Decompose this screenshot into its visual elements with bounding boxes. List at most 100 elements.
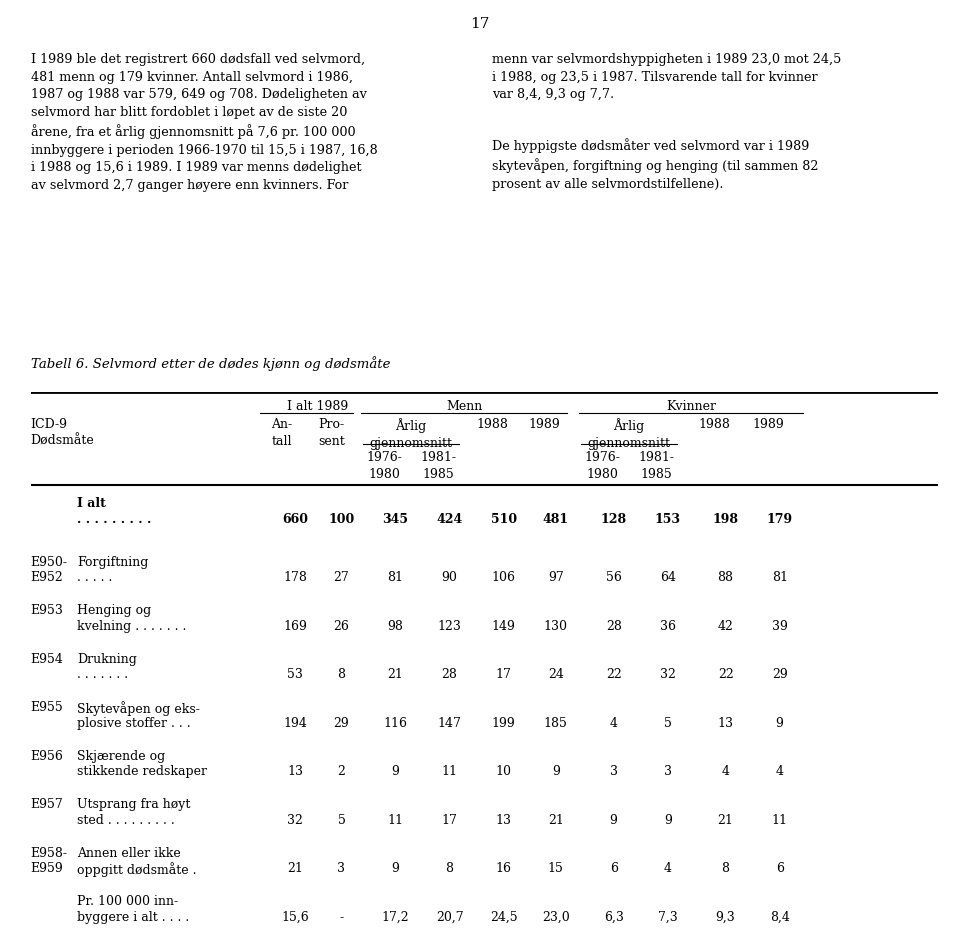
Text: oppgitt dødsmåte .: oppgitt dødsmåte . bbox=[77, 862, 197, 876]
Text: E952: E952 bbox=[31, 570, 63, 584]
Text: 24,5: 24,5 bbox=[490, 910, 517, 922]
Text: E959: E959 bbox=[31, 862, 63, 874]
Text: 16: 16 bbox=[495, 862, 512, 874]
Text: 22: 22 bbox=[606, 667, 621, 681]
Text: . . . . . . . . .: . . . . . . . . . bbox=[77, 512, 152, 526]
Text: 21: 21 bbox=[548, 813, 564, 825]
Text: 20,7: 20,7 bbox=[436, 910, 464, 922]
Text: E953: E953 bbox=[31, 604, 63, 617]
Text: 1989: 1989 bbox=[753, 417, 784, 430]
Text: 42: 42 bbox=[718, 619, 733, 632]
Text: 8,4: 8,4 bbox=[770, 910, 789, 922]
Text: sted . . . . . . . . .: sted . . . . . . . . . bbox=[77, 813, 175, 825]
Text: 8: 8 bbox=[445, 862, 453, 874]
Text: E958-: E958- bbox=[31, 845, 68, 859]
Text: E956: E956 bbox=[31, 749, 63, 762]
Text: 17: 17 bbox=[495, 667, 512, 681]
Text: 81: 81 bbox=[772, 570, 787, 584]
Text: 1988: 1988 bbox=[476, 417, 508, 430]
Text: 11: 11 bbox=[442, 764, 458, 777]
Text: stikkende redskaper: stikkende redskaper bbox=[77, 764, 207, 777]
Text: 4: 4 bbox=[663, 862, 672, 874]
Text: 53: 53 bbox=[287, 667, 303, 681]
Text: 9,3: 9,3 bbox=[716, 910, 735, 922]
Text: 481: 481 bbox=[542, 512, 569, 526]
Text: 2: 2 bbox=[338, 764, 346, 777]
Text: Utsprang fra høyt: Utsprang fra høyt bbox=[77, 797, 190, 810]
Text: 98: 98 bbox=[388, 619, 403, 632]
Text: Drukning: Drukning bbox=[77, 652, 137, 664]
Text: 3: 3 bbox=[338, 862, 346, 874]
Text: I alt: I alt bbox=[77, 497, 106, 510]
Text: 29: 29 bbox=[772, 667, 787, 681]
Text: Årlig
gjennomsnitt: Årlig gjennomsnitt bbox=[370, 417, 452, 449]
Text: 13: 13 bbox=[287, 764, 303, 777]
Text: 11: 11 bbox=[388, 813, 403, 825]
Text: 32: 32 bbox=[660, 667, 676, 681]
Text: 97: 97 bbox=[548, 570, 564, 584]
Text: 10: 10 bbox=[495, 764, 512, 777]
Text: 1976-
1980: 1976- 1980 bbox=[584, 450, 620, 481]
Text: 22: 22 bbox=[718, 667, 733, 681]
Text: 9: 9 bbox=[610, 813, 617, 825]
Text: 88: 88 bbox=[717, 570, 733, 584]
Text: De hyppigste dødsmåter ved selvmord var i 1989
skytevåpen, forgiftning og hengin: De hyppigste dødsmåter ved selvmord var … bbox=[492, 138, 819, 190]
Text: 6,3: 6,3 bbox=[604, 910, 624, 922]
Text: 5: 5 bbox=[663, 716, 672, 729]
Text: 11: 11 bbox=[772, 813, 787, 825]
Text: 153: 153 bbox=[655, 512, 681, 526]
Text: 24: 24 bbox=[548, 667, 564, 681]
Text: 198: 198 bbox=[712, 512, 738, 526]
Text: 510: 510 bbox=[491, 512, 516, 526]
Text: 90: 90 bbox=[442, 570, 458, 584]
Text: An-
tall: An- tall bbox=[271, 417, 292, 447]
Text: 21: 21 bbox=[287, 862, 303, 874]
Text: . . . . . . .: . . . . . . . bbox=[77, 667, 129, 681]
Text: ICD-9
Dødsmåte: ICD-9 Dødsmåte bbox=[31, 417, 94, 447]
Text: 8: 8 bbox=[338, 667, 346, 681]
Text: Menn: Menn bbox=[446, 400, 482, 413]
Text: 147: 147 bbox=[438, 716, 462, 729]
Text: 81: 81 bbox=[388, 570, 403, 584]
Text: Henging og: Henging og bbox=[77, 604, 152, 617]
Text: Skytevåpen og eks-: Skytevåpen og eks- bbox=[77, 701, 200, 715]
Text: Pr. 100 000 inn-: Pr. 100 000 inn- bbox=[77, 894, 179, 907]
Text: 3: 3 bbox=[610, 764, 617, 777]
Text: 36: 36 bbox=[660, 619, 676, 632]
Text: menn var selvmordshyppigheten i 1989 23,0 mot 24,5
i 1988, og 23,5 i 1987. Tilsv: menn var selvmordshyppigheten i 1989 23,… bbox=[492, 53, 842, 101]
Text: 1981-
1985: 1981- 1985 bbox=[420, 450, 456, 481]
Text: 169: 169 bbox=[283, 619, 307, 632]
Text: 100: 100 bbox=[328, 512, 354, 526]
Text: Forgiftning: Forgiftning bbox=[77, 555, 149, 568]
Text: Tabell 6. Selvmord etter de dødes kjønn og dødsmåte: Tabell 6. Selvmord etter de dødes kjønn … bbox=[31, 355, 390, 370]
Text: 4: 4 bbox=[776, 764, 783, 777]
Text: 1976-
1980: 1976- 1980 bbox=[366, 450, 402, 481]
Text: 32: 32 bbox=[287, 813, 303, 825]
Text: 9: 9 bbox=[663, 813, 672, 825]
Text: 7,3: 7,3 bbox=[658, 910, 678, 922]
Text: -: - bbox=[340, 910, 344, 922]
Text: 178: 178 bbox=[283, 570, 307, 584]
Text: 179: 179 bbox=[767, 512, 793, 526]
Text: 149: 149 bbox=[492, 619, 516, 632]
Text: E957: E957 bbox=[31, 797, 63, 810]
Text: 17,2: 17,2 bbox=[382, 910, 409, 922]
Text: 345: 345 bbox=[382, 512, 409, 526]
Text: 23,0: 23,0 bbox=[541, 910, 569, 922]
Text: 39: 39 bbox=[772, 619, 787, 632]
Text: I alt 1989: I alt 1989 bbox=[287, 400, 348, 413]
Text: 130: 130 bbox=[543, 619, 567, 632]
Text: 1988: 1988 bbox=[698, 417, 730, 430]
Text: . . . . .: . . . . . bbox=[77, 570, 112, 584]
Text: 4: 4 bbox=[722, 764, 730, 777]
Text: 9: 9 bbox=[392, 764, 399, 777]
Text: 6: 6 bbox=[610, 862, 617, 874]
Text: 116: 116 bbox=[384, 716, 408, 729]
Text: 9: 9 bbox=[776, 716, 783, 729]
Text: 28: 28 bbox=[606, 619, 621, 632]
Text: Annen eller ikke: Annen eller ikke bbox=[77, 845, 180, 859]
Text: 13: 13 bbox=[495, 813, 512, 825]
Text: 1989: 1989 bbox=[528, 417, 560, 430]
Text: 64: 64 bbox=[660, 570, 676, 584]
Text: E950-: E950- bbox=[31, 555, 68, 568]
